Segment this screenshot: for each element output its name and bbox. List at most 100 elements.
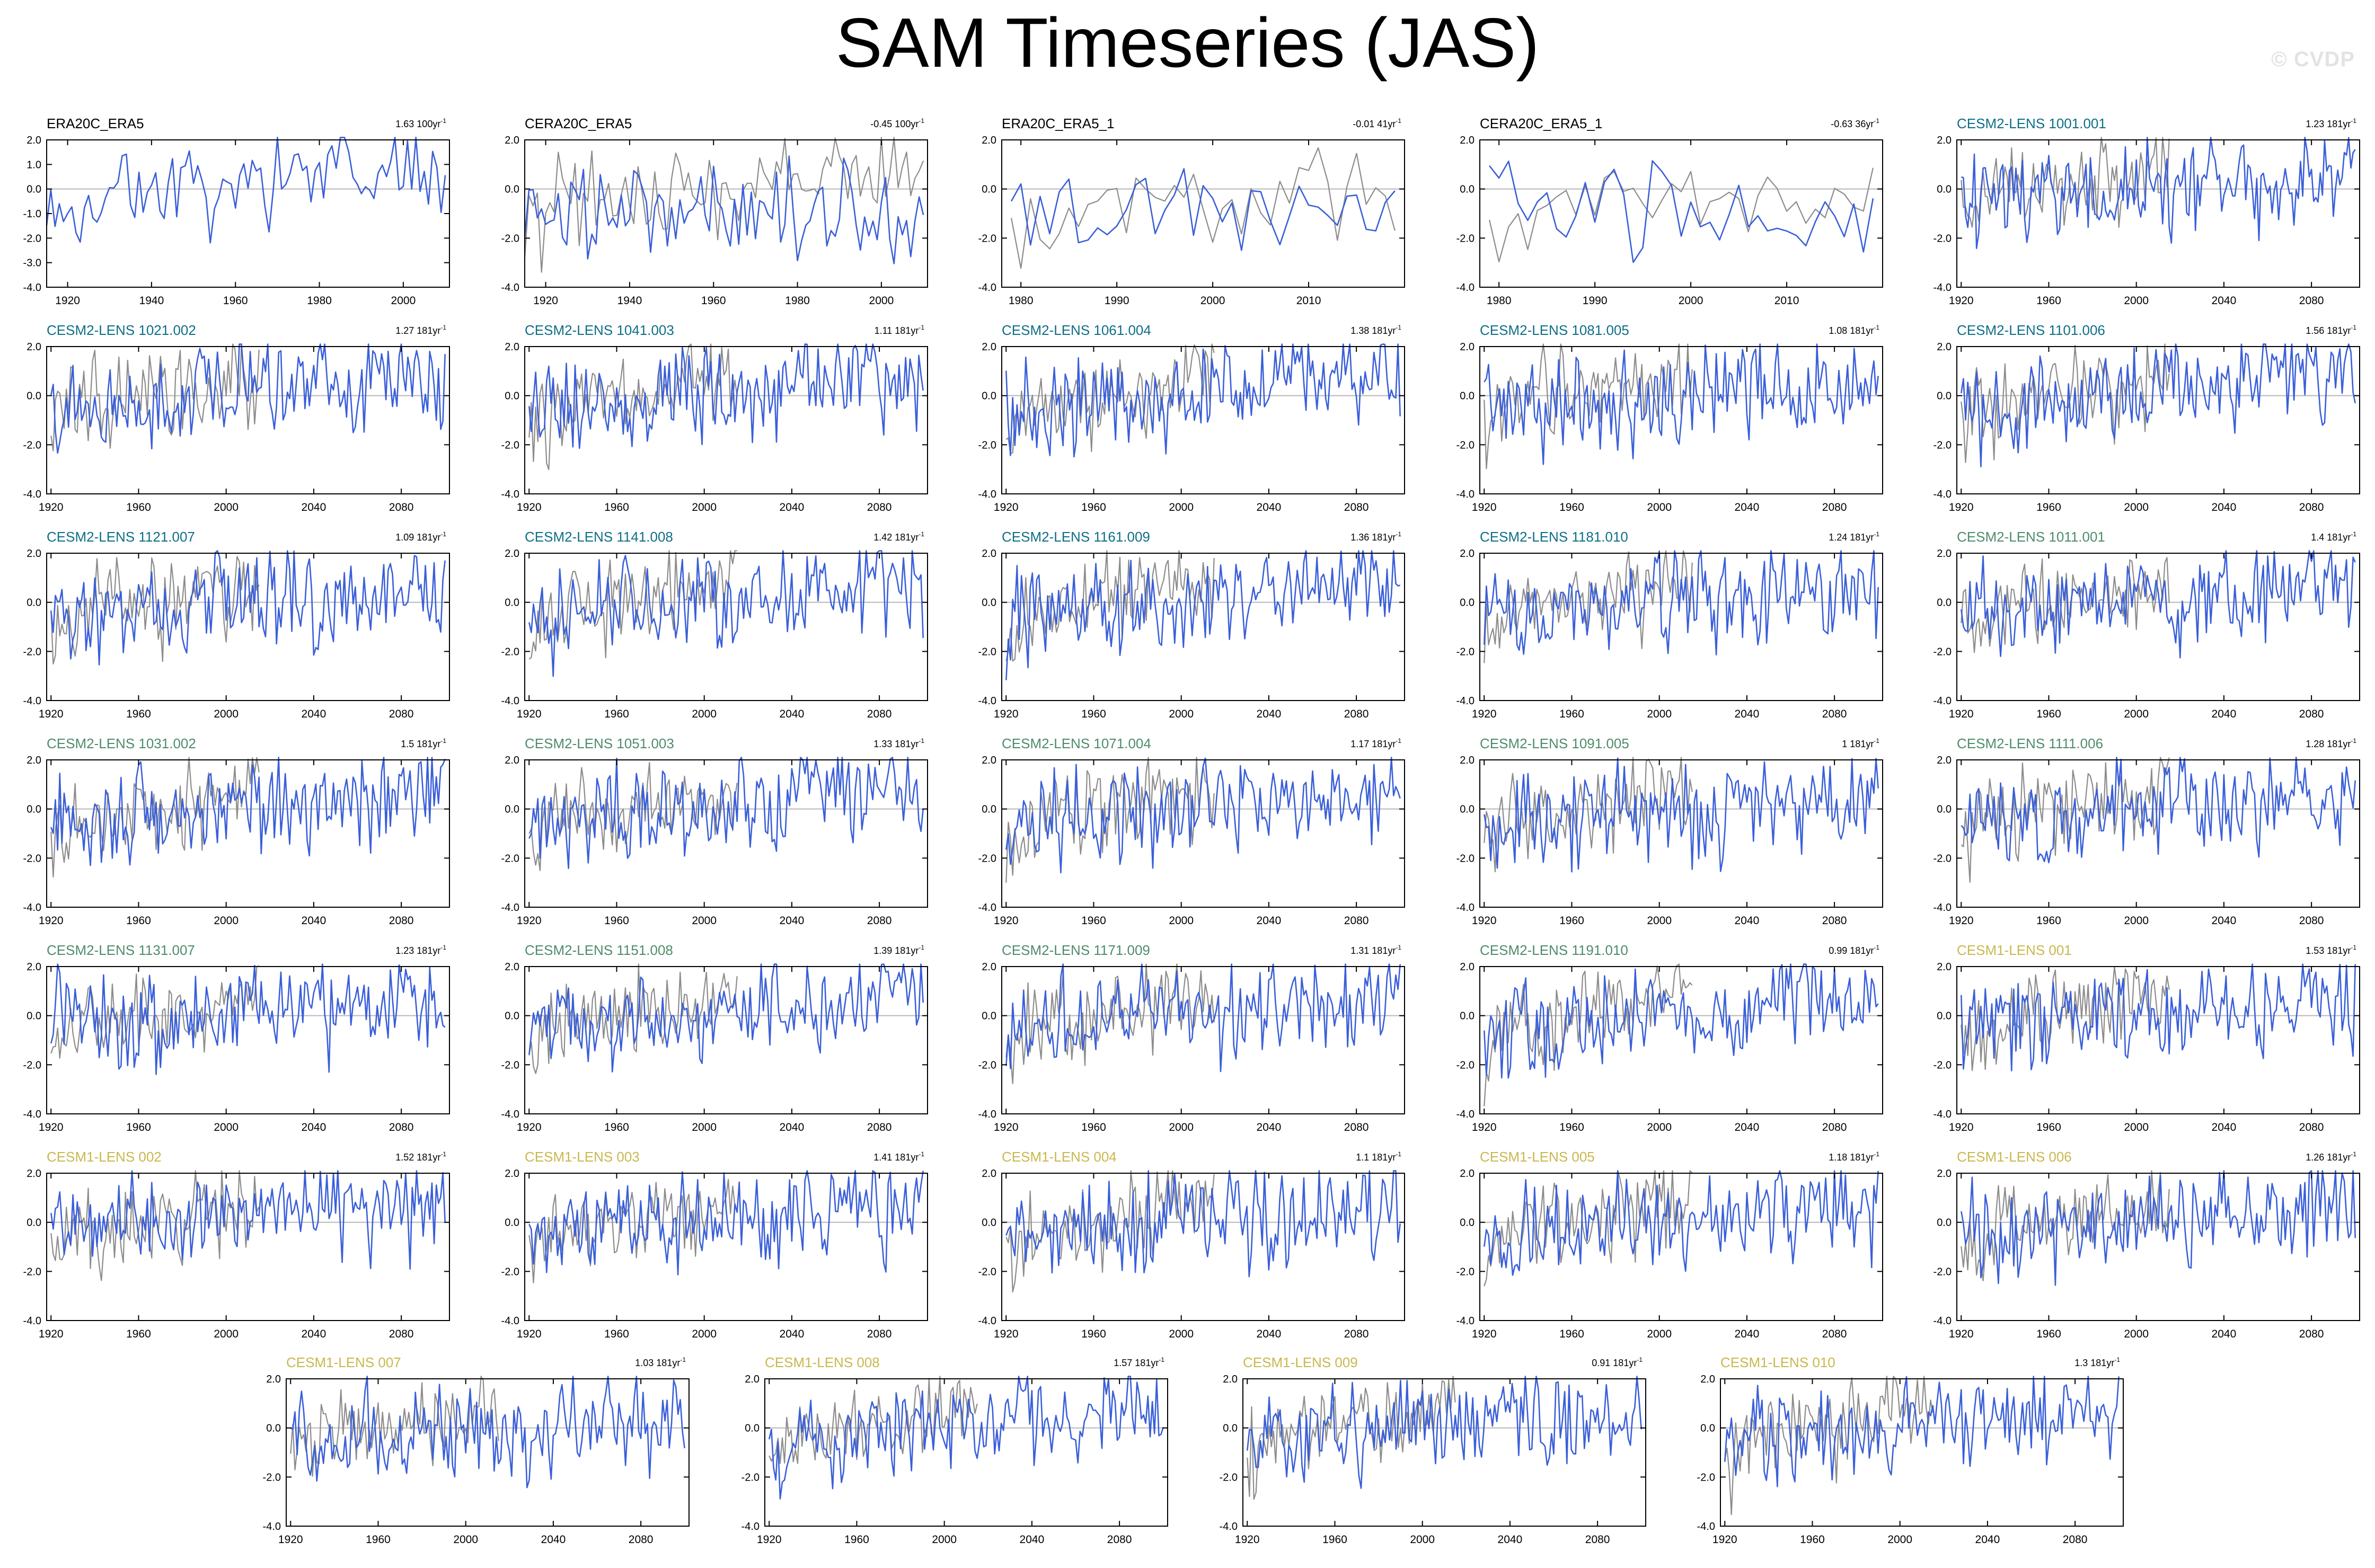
y-tick-label: 2.0 — [982, 755, 996, 766]
trend-label: 1.08 181yr-1 — [1829, 324, 1879, 336]
y-tick-label: -4.0 — [1933, 489, 1952, 500]
x-tick-label: 1920 — [1949, 295, 1974, 307]
model-series-line — [1489, 160, 1874, 263]
trend-value: 1.26 181yr — [2306, 1152, 2351, 1163]
x-tick-label: 1920 — [517, 1328, 542, 1340]
y-tick-label: -2.0 — [978, 233, 996, 244]
y-tick-label: 2.0 — [1460, 755, 1475, 766]
y-tick-label: -2.0 — [263, 1472, 281, 1483]
panel-title: CESM2-LENS 1141.008 — [525, 529, 673, 545]
y-tick-label: -2.0 — [978, 439, 996, 451]
panel-title: CESM2-LENS 1021.002 — [47, 322, 196, 338]
model-series-line — [1961, 550, 2356, 659]
x-tick-label: 1960 — [126, 501, 151, 513]
panel: CESM2-LENS 1151.008 1.39 181yr-1 2.0 0.0 -2.… — [501, 942, 928, 1133]
y-tick-label: 0.0 — [27, 804, 41, 816]
x-tick-label: 2080 — [1344, 915, 1369, 927]
x-tick-label: 1920 — [517, 1121, 542, 1133]
x-tick-label: 2080 — [2299, 501, 2324, 513]
trend-label: 1.28 181yr-1 — [2306, 737, 2356, 749]
panel: CESM2-LENS 1121.007 1.09 181yr-1 2.0 0.0 -2.… — [23, 529, 450, 720]
panel-title: CERA20C_ERA5_1 — [1480, 116, 1602, 131]
obs-series-line — [528, 343, 738, 471]
panel-title: ERA20C_ERA5_1 — [1002, 116, 1114, 131]
x-tick-label: 1980 — [785, 295, 810, 307]
panel-title: CESM2-LENS 1011.001 — [1957, 529, 2105, 545]
x-tick-label: 2000 — [1647, 1121, 1672, 1133]
y-tick-label: -2.0 — [23, 439, 41, 451]
x-tick-label: 1920 — [1235, 1534, 1260, 1546]
trend-value: 1.4 181yr — [2311, 532, 2351, 543]
trend-exponent: -1 — [440, 530, 446, 538]
x-tick-label: 2000 — [692, 915, 717, 927]
panel-title: CESM1-LENS 001 — [1957, 942, 2072, 958]
y-tick-label: -4.0 — [501, 1109, 519, 1120]
trend-label: 1.42 181yr-1 — [873, 530, 924, 543]
trend-exponent: -1 — [1874, 117, 1879, 125]
y-tick-label: -2.0 — [978, 853, 996, 864]
model-series-line — [50, 757, 446, 866]
panel: CESM2-LENS 1051.003 1.33 181yr-1 2.0 0.0 -2.… — [501, 736, 928, 927]
x-tick-label: 1960 — [1081, 1121, 1106, 1133]
obs-series-line — [1961, 557, 2170, 653]
trend-value: 0.91 181yr — [1592, 1358, 1637, 1368]
y-tick-label: 0.0 — [27, 1011, 41, 1022]
panel-frame — [1479, 966, 1883, 1114]
y-tick-label: 2.0 — [27, 548, 41, 560]
x-tick-label: 1920 — [757, 1534, 782, 1546]
x-tick-label: 2000 — [932, 1534, 957, 1546]
model-series-line — [528, 963, 924, 1073]
trend-exponent: -1 — [2351, 737, 2356, 745]
x-tick-label: 2080 — [389, 501, 414, 513]
x-tick-label: 1920 — [994, 915, 1019, 927]
panel-title: ERA20C_ERA5 — [47, 116, 144, 131]
trend-label: 1.36 181yr-1 — [1350, 530, 1401, 543]
trend-label: 1.24 181yr-1 — [1829, 530, 1879, 543]
y-tick-label: -2.0 — [978, 646, 996, 658]
x-tick-label: 1960 — [604, 915, 629, 927]
x-tick-label: 2040 — [780, 708, 805, 720]
obs-series-line — [1005, 963, 1215, 1084]
panel-frame — [46, 1173, 450, 1321]
panel-frame — [46, 139, 450, 288]
x-tick-label: 2040 — [302, 1121, 326, 1133]
model-series-line — [528, 757, 924, 869]
x-tick-label: 2000 — [2124, 501, 2149, 513]
x-tick-label: 1920 — [1472, 501, 1497, 513]
x-tick-label: 1940 — [617, 295, 642, 307]
trend-exponent: -1 — [919, 530, 924, 538]
panel-title: CESM2-LENS 1131.007 — [47, 942, 195, 958]
panel-frame — [1956, 553, 2360, 701]
y-tick-label: 0.0 — [982, 391, 996, 402]
y-tick-label: -2.0 — [1456, 1266, 1475, 1278]
x-tick-label: 2080 — [1822, 708, 1847, 720]
x-tick-label: 1920 — [39, 915, 64, 927]
panel: CESM2-LENS 1061.004 1.38 181yr-1 2.0 0.0 -2.… — [978, 322, 1405, 513]
trend-exponent: -1 — [440, 1150, 446, 1158]
trend-label: 1.41 181yr-1 — [873, 1150, 924, 1163]
trend-exponent: -1 — [919, 324, 924, 331]
trend-label: 1.63 100yr-1 — [395, 117, 446, 129]
y-tick-label: 2.0 — [505, 341, 519, 353]
x-tick-label: 2000 — [214, 1121, 239, 1133]
panel: CESM2-LENS 1101.006 1.56 181yr-1 2.0 0.0 -2.… — [1933, 322, 2360, 513]
panel: CESM1-LENS 008 1.57 181yr-1 2.0 0.0 -2.0 -4.0… — [741, 1354, 1168, 1546]
y-tick-label: 2.0 — [1937, 961, 1952, 973]
x-tick-label: 2080 — [2299, 295, 2324, 307]
panel-title: CESM2-LENS 1051.003 — [525, 736, 674, 751]
x-tick-label: 2010 — [1774, 295, 1799, 307]
model-series-line — [1005, 963, 1401, 1073]
x-tick-label: 1920 — [517, 915, 542, 927]
model-series-line — [1005, 757, 1401, 874]
x-tick-label: 2040 — [2212, 295, 2237, 307]
y-tick-label: 0.0 — [1460, 804, 1475, 816]
trend-value: 1.36 181yr — [1350, 532, 1396, 543]
trend-value: 1.31 181yr — [1350, 945, 1396, 956]
y-tick-label: -2.0 — [1933, 1266, 1952, 1278]
x-tick-label: 2000 — [692, 1121, 717, 1133]
x-tick-label: 1920 — [994, 1121, 1019, 1133]
model-series-line — [1484, 550, 1879, 655]
trend-exponent: -1 — [1396, 1150, 1401, 1158]
trend-label: -0.63 36yr-1 — [1831, 117, 1879, 129]
x-tick-label: 1960 — [126, 708, 151, 720]
